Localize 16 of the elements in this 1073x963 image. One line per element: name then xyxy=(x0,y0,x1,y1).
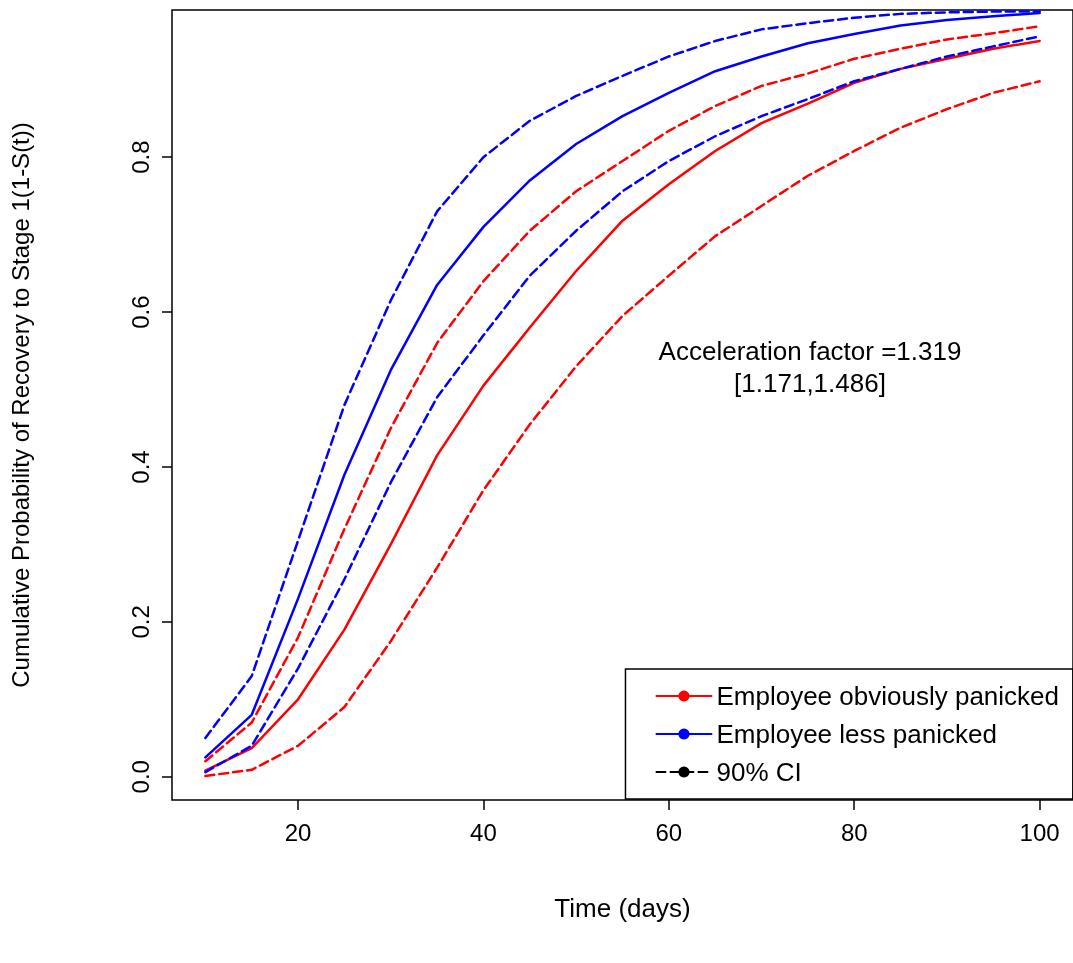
legend-label: Employee obviously panicked xyxy=(716,681,1060,711)
y-axis-title: Cumulative Probability of Recovery to Stage 1(1-S(t)) xyxy=(6,122,34,688)
x-axis-title: Time (days) xyxy=(554,893,691,923)
x-tick-label: 40 xyxy=(470,818,497,846)
y-tick-label: 0.2 xyxy=(126,605,154,639)
y-tick-label: 0.4 xyxy=(126,450,154,484)
y-tick-label: 0.8 xyxy=(126,140,154,174)
x-tick-label: 20 xyxy=(284,818,312,846)
y-tick-label: 0.6 xyxy=(126,295,154,329)
legend-label: 90% CI xyxy=(716,757,802,787)
x-tick-label: 100 xyxy=(1019,818,1060,846)
x-tick-label: 60 xyxy=(655,818,683,846)
legend-label: Employee less panicked xyxy=(716,719,997,749)
annotation: Acceleration factor =1.319 [1.171,1.486] xyxy=(658,336,962,398)
y-tick-label: 0.0 xyxy=(126,760,154,794)
x-tick-label: 80 xyxy=(840,818,868,846)
